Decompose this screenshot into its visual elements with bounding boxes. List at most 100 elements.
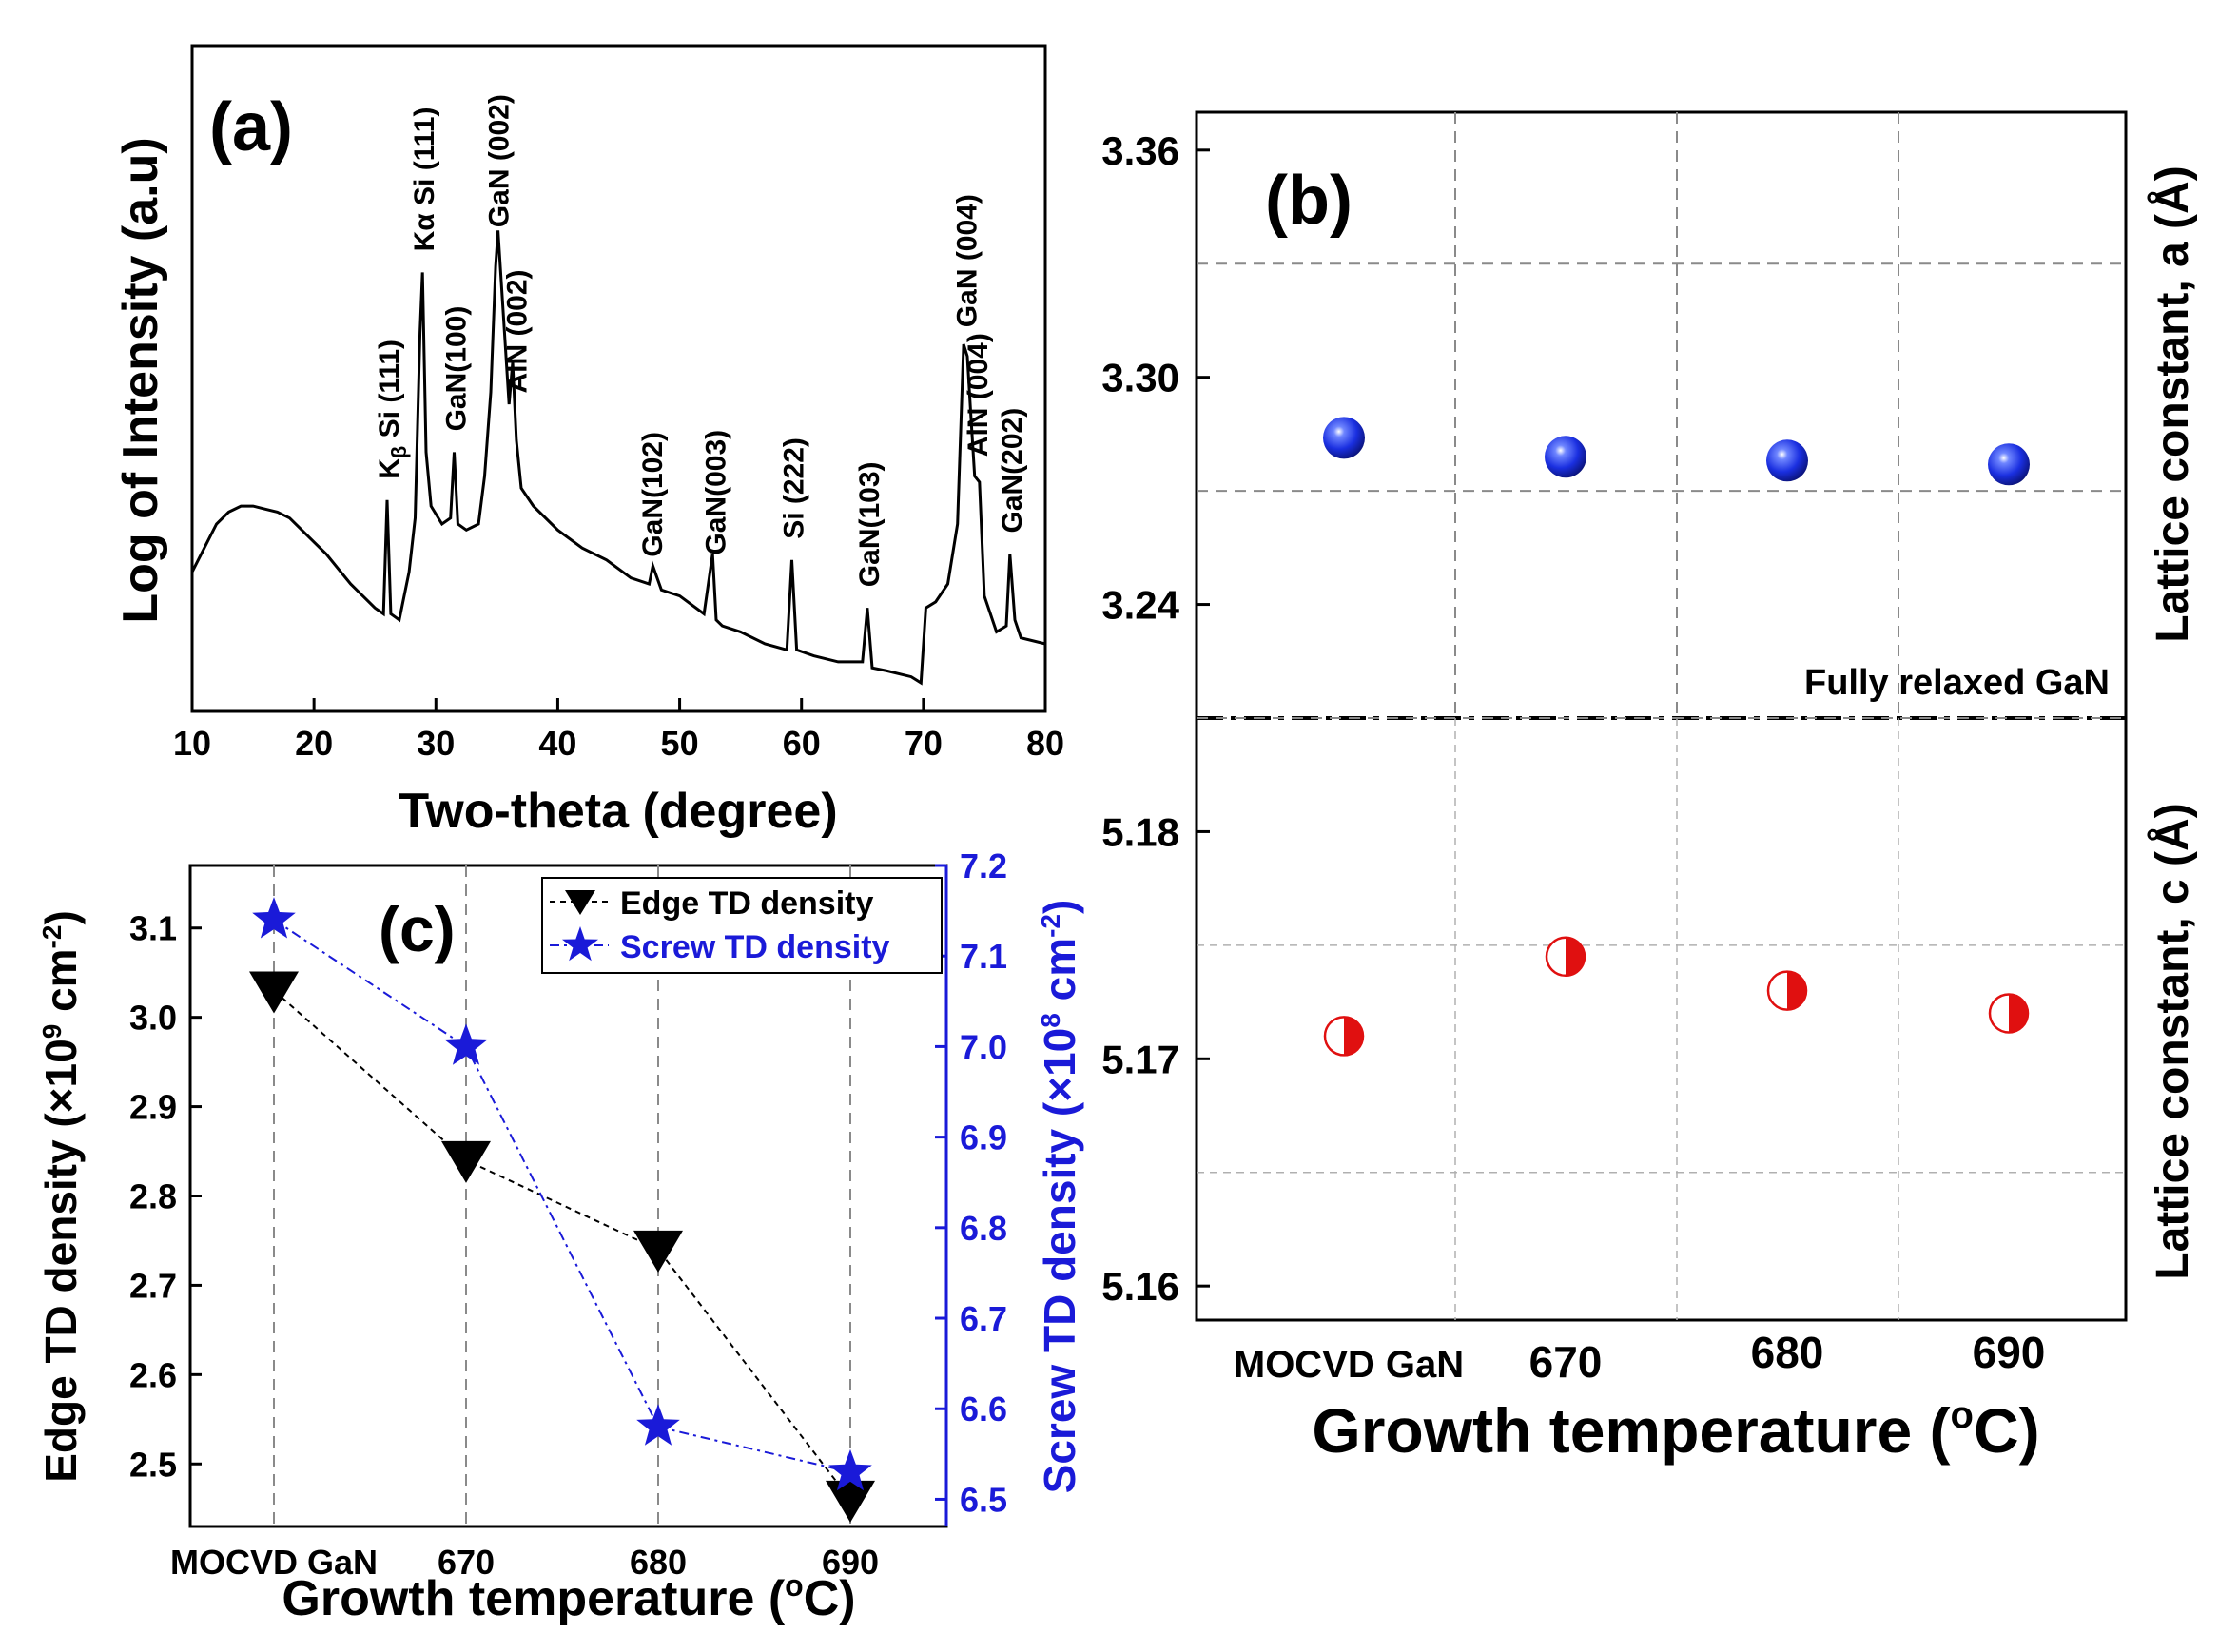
panel-b-grid xyxy=(1197,112,2126,1320)
fully-relaxed-label: Fully relaxed GaN xyxy=(1804,663,2110,703)
panel-b-y-tick-label-a: 3.24 xyxy=(1101,583,1179,628)
panel-a-x-ticks: 10 20 30 40 50 60 70 80 xyxy=(173,698,1064,763)
edge-td-point xyxy=(441,1140,491,1183)
panel-b-y-tick-label-a: 3.30 xyxy=(1101,356,1179,400)
edge-td-point xyxy=(249,971,299,1014)
lattice-a-point xyxy=(1766,439,1808,482)
panel-c-left-tick-label: 3.0 xyxy=(129,999,177,1038)
peak-label-part: Si (111) xyxy=(374,340,405,446)
lattice-a-point xyxy=(1545,436,1586,478)
panel-b-y-axis-label-a: Lattice constant, a (Å) xyxy=(2147,165,2198,642)
panel-a-peak-label: GaN(202) xyxy=(997,408,1028,534)
legend-screw-label: Screw TD density xyxy=(620,929,890,965)
panel-b-ticks: 3.36 3.30 3.24 5.18 5.17 5.16 MOCVD GaN 670 680 6… xyxy=(1101,128,2045,1387)
panel-b-y-tick-label-c: 5.16 xyxy=(1101,1264,1179,1309)
panel-c: 2.5 2.6 2.7 2.8 2.9 3.0 3.1 6.5 6.6 6.7 6.8 6.9 7.0 7… xyxy=(36,846,1084,1626)
edge-td-point xyxy=(633,1230,683,1273)
panel-b-x-tick-label: 670 xyxy=(1529,1337,1603,1387)
screw-td-line xyxy=(273,919,851,1473)
panel-a-peak-label: GaN (004) xyxy=(951,194,983,327)
panel-b: 3.36 3.30 3.24 5.18 5.17 5.16 MOCVD GaN 670 680 6… xyxy=(1101,110,2198,1466)
peak-label-subscript: β xyxy=(387,446,411,458)
screw-td-point xyxy=(636,1404,680,1446)
panel-c-x-axis-label: Growth temperature (oC) xyxy=(282,1568,855,1626)
panel-a-peak-label: AlN (002) xyxy=(502,269,534,393)
panel-c-x-tick-label: 670 xyxy=(438,1543,495,1582)
panel-c-right-tick-label: 7.0 xyxy=(960,1027,1007,1066)
legend-screw-marker xyxy=(562,926,598,962)
panel-b-y-tick-label-a: 3.36 xyxy=(1101,128,1179,173)
panel-c-right-tick-label: 7.2 xyxy=(960,846,1007,885)
panel-b-x-tick-label: 690 xyxy=(1973,1328,2046,1377)
lattice-c-point-half xyxy=(1344,1017,1363,1056)
panel-a-peak-labels: Kβ Si (111) Kα Si (111) GaN(100) GaN (002) A… xyxy=(374,94,1028,587)
panel-c-left-y-axis-label: Edge TD density (×109 cm-2) xyxy=(36,910,86,1483)
legend-edge-marker xyxy=(565,890,595,915)
screw-td-point xyxy=(252,897,296,939)
panel-a-peak-label: GaN(100) xyxy=(441,306,473,432)
lattice-a-point xyxy=(1323,417,1365,459)
panel-c-left-tick-label: 3.1 xyxy=(129,909,177,948)
panel-c-right-y-axis-label: Screw TD density (×108 cm-2) xyxy=(1035,900,1084,1494)
panel-a-peak-label: Kβ Si (111) xyxy=(374,340,411,479)
panel-c-left-tick-label: 2.7 xyxy=(129,1266,177,1305)
panel-b-points xyxy=(1323,417,2030,1057)
panel-a-peak-label: AlN (004) xyxy=(963,333,994,457)
lattice-c-point-half xyxy=(2009,994,2028,1033)
panel-a-x-tick-label: 80 xyxy=(1026,724,1064,763)
lattice-c-point-half xyxy=(1787,971,1807,1010)
panel-c-left-tick-label: 2.9 xyxy=(129,1088,177,1127)
panel-a-peak-label: GaN (002) xyxy=(483,94,515,227)
panel-b-y-tick-label-c: 5.18 xyxy=(1101,809,1179,854)
panel-b-y-axis-label-c: Lattice constant, c (Å) xyxy=(2147,803,2198,1279)
screw-td-point xyxy=(444,1023,488,1065)
panel-c-left-tick-label: 2.8 xyxy=(129,1177,177,1216)
panel-a-x-tick-label: 10 xyxy=(173,724,211,763)
panel-a: (a) 10 20 30 40 50 60 70 80 Kβ Si (111) Kα Si (1… xyxy=(113,44,1064,839)
panel-a-peak-label: GaN(103) xyxy=(854,461,886,587)
lattice-a-point xyxy=(1988,443,2030,486)
panel-a-x-tick-label: 50 xyxy=(661,724,699,763)
panel-c-grid xyxy=(273,865,851,1526)
panel-c-ticks: 2.5 2.6 2.7 2.8 2.9 3.0 3.1 6.5 6.6 6.7 6.8 6.9 7.0 7… xyxy=(129,846,1007,1582)
panel-a-x-tick-label: 20 xyxy=(295,724,333,763)
peak-label-part: K xyxy=(374,458,405,479)
panel-b-x-axis-label: Growth temperature (oC) xyxy=(1312,1394,2039,1466)
panel-c-series xyxy=(249,897,875,1523)
panel-c-x-tick-label: 680 xyxy=(630,1543,687,1582)
panel-c-left-tick-label: 2.5 xyxy=(129,1445,177,1484)
edge-td-line xyxy=(273,989,851,1501)
panel-a-spectrum-line xyxy=(190,230,1046,686)
legend-box xyxy=(541,877,943,974)
lattice-c-point-half xyxy=(1566,937,1585,976)
panel-c-right-tick-label: 6.8 xyxy=(960,1209,1007,1248)
panel-a-peak-label: GaN(102) xyxy=(637,432,669,557)
panel-b-x-tick-label: 680 xyxy=(1751,1328,1824,1377)
panel-b-x-tick-label: MOCVD GaN xyxy=(1234,1344,1464,1386)
panel-b-y-tick-label-c: 5.17 xyxy=(1101,1037,1179,1081)
panel-a-x-tick-label: 60 xyxy=(783,724,821,763)
panel-a-peak-label: Si (222) xyxy=(779,437,810,539)
panel-a-y-axis-label: Log of Intensity (a.u) xyxy=(113,137,168,623)
panel-c-x-tick-label: 690 xyxy=(822,1543,879,1582)
panel-a-x-tick-label: 30 xyxy=(417,724,455,763)
panel-a-x-tick-label: 40 xyxy=(538,724,576,763)
edge-td-point xyxy=(826,1480,875,1523)
panel-a-peak-label: GaN(003) xyxy=(701,430,732,555)
panel-c-legend: Edge TD density Screw TD density xyxy=(541,877,943,974)
panel-a-x-axis-label: Two-theta (degree) xyxy=(399,784,837,839)
panel-a-label: (a) xyxy=(209,89,293,165)
legend-edge-label: Edge TD density xyxy=(620,885,873,922)
panel-c-x-tick-label: MOCVD GaN xyxy=(170,1543,378,1582)
panel-a-frame xyxy=(190,44,1047,713)
panel-c-label: (c) xyxy=(379,894,456,964)
screw-td-point xyxy=(828,1448,872,1491)
panel-c-left-tick-label: 2.6 xyxy=(129,1355,177,1394)
panel-c-right-tick-label: 6.6 xyxy=(960,1390,1007,1428)
panel-b-label: (b) xyxy=(1265,163,1353,239)
panel-a-peak-label: Kα Si (111) xyxy=(409,107,440,252)
panel-c-right-tick-label: 6.7 xyxy=(960,1299,1007,1338)
panel-c-right-tick-label: 7.1 xyxy=(960,937,1007,976)
panel-c-right-tick-label: 6.5 xyxy=(960,1480,1007,1519)
